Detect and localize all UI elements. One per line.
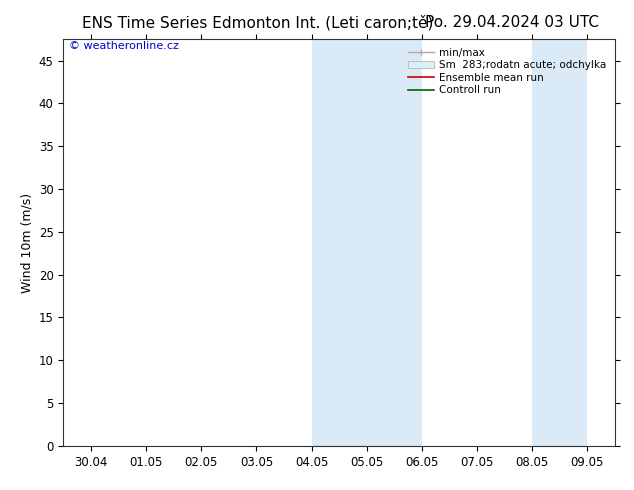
Y-axis label: Wind 10m (m/s): Wind 10m (m/s) [20, 193, 33, 293]
Text: © weatheronline.cz: © weatheronline.cz [69, 41, 179, 51]
Text: Po. 29.04.2024 03 UTC: Po. 29.04.2024 03 UTC [425, 15, 598, 30]
Bar [533, 39, 588, 446]
Bar [312, 39, 422, 446]
Text: ENS Time Series Edmonton Int. (Leti caron;tě): ENS Time Series Edmonton Int. (Leti caro… [82, 15, 434, 30]
Legend: min/max, Sm  283;rodatn acute; odchylka, Ensemble mean run, Controll run: min/max, Sm 283;rodatn acute; odchylka, … [405, 45, 610, 98]
